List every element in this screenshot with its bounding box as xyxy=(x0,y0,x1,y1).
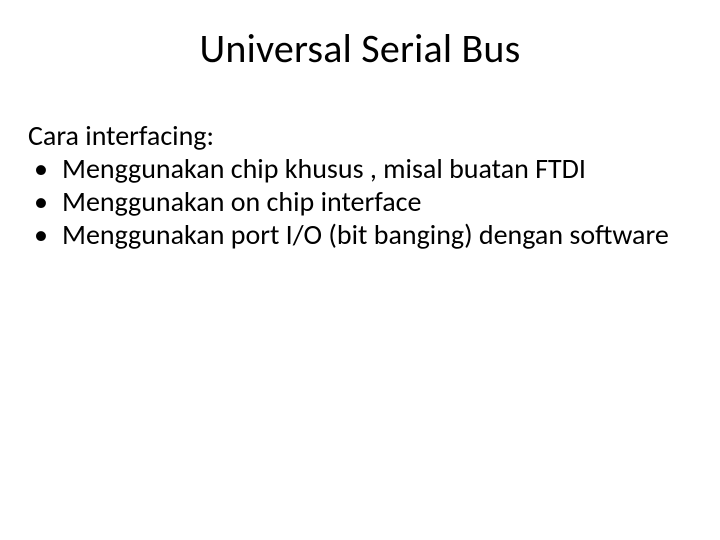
intro-text: Cara interfacing: xyxy=(28,119,692,152)
list-item-text: Menggunakan port I/O (bit banging) denga… xyxy=(62,217,669,252)
bullet-list: Menggunakan chip khusus , misal buatan F… xyxy=(28,152,692,251)
list-item: Menggunakan port I/O (bit banging) denga… xyxy=(28,218,692,251)
list-item: Menggunakan on chip interface xyxy=(28,185,692,218)
slide-body: Cara interfacing: Menggunakan chip khusu… xyxy=(28,119,692,251)
slide-title: Universal Serial Bus xyxy=(28,24,692,73)
list-item: Menggunakan chip khusus , misal buatan F… xyxy=(28,152,692,185)
list-item-text: Menggunakan on chip interface xyxy=(62,184,421,219)
slide: Universal Serial Bus Cara interfacing: M… xyxy=(0,0,720,540)
list-item-text: Menggunakan chip khusus , misal buatan F… xyxy=(62,151,586,186)
